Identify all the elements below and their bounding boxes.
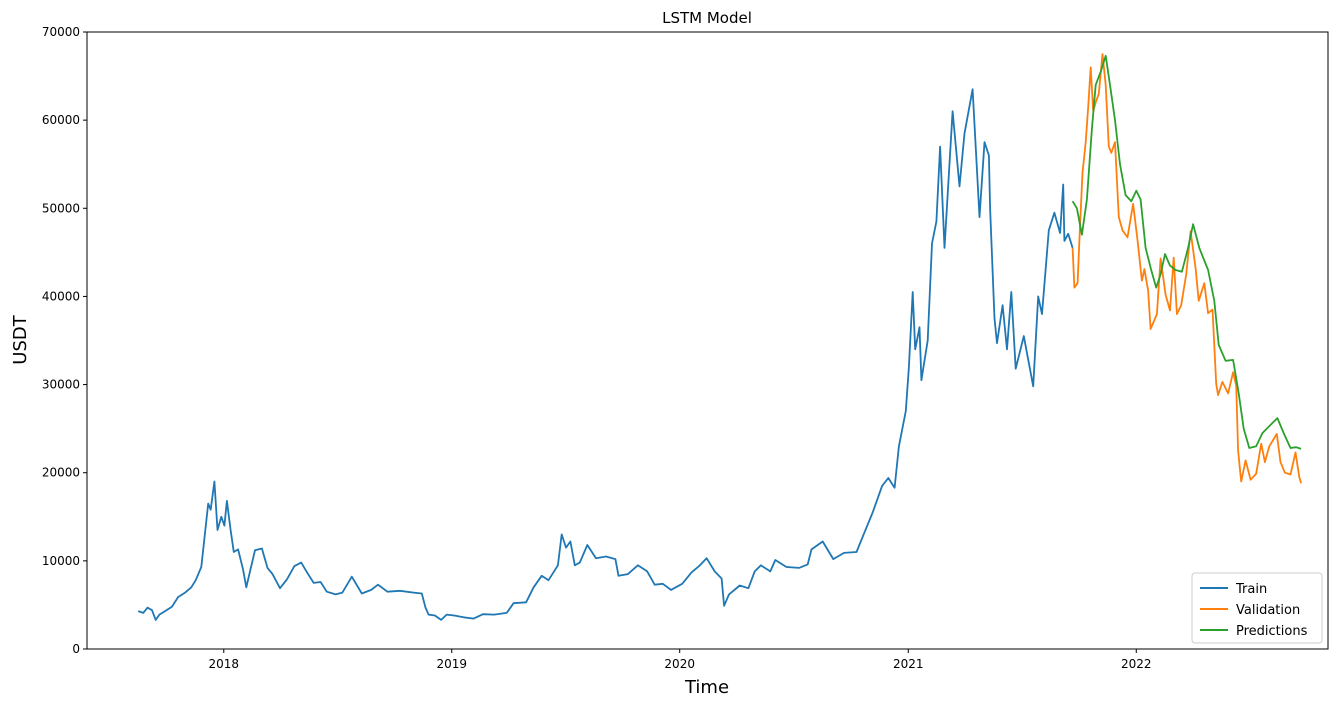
legend: Train Validation Predictions (1191, 572, 1323, 644)
plot-frame (86, 31, 1329, 650)
legend-label: Train (1235, 582, 1267, 597)
x-axis-label: Time (684, 677, 729, 698)
x-tick-label: 2020 (664, 657, 695, 671)
x-axis: 2018 2019 2020 2021 2022 (209, 649, 1152, 671)
y-tick-label: 70000 (42, 25, 80, 39)
y-tick-label: 40000 (42, 289, 80, 303)
y-tick-label: 60000 (42, 113, 80, 127)
plot-area (137, 53, 1302, 621)
legend-label: Validation (1236, 603, 1300, 618)
legend-label: Predictions (1236, 624, 1308, 639)
y-tick-label: 0 (72, 642, 80, 656)
x-tick-label: 2022 (1121, 657, 1152, 671)
series-line-validation (1071, 53, 1302, 484)
x-tick-label: 2021 (893, 657, 924, 671)
x-tick-label: 2019 (436, 657, 467, 671)
y-tick-label: 10000 (42, 554, 80, 568)
series-line-train (137, 88, 1074, 621)
y-axis: 0 10000 20000 30000 40000 50000 60000 70000 (42, 25, 87, 656)
y-tick-label: 30000 (42, 378, 80, 392)
y-axis-label: USDT (10, 314, 31, 364)
legend-box (1191, 572, 1323, 644)
chart-title: LSTM Model (662, 9, 752, 27)
x-tick-label: 2018 (209, 657, 240, 671)
y-tick-label: 20000 (42, 466, 80, 480)
series-line-predictions (1071, 54, 1302, 450)
y-tick-label: 50000 (42, 201, 80, 215)
